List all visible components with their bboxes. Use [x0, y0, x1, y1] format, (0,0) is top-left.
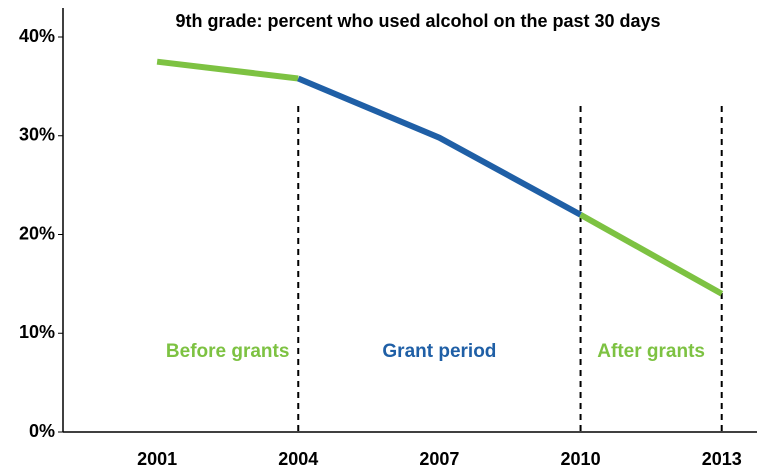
- series-line: [579, 212, 724, 297]
- y-tick-label: 20%: [19, 223, 55, 243]
- x-tick-label: 2010: [561, 449, 601, 469]
- series-line: [156, 58, 299, 82]
- period-label: After grants: [597, 341, 705, 362]
- chart-title: 9th grade: percent who used alcohol on t…: [175, 11, 660, 31]
- period-label: Grant period: [382, 341, 496, 362]
- x-tick-label: 2013: [702, 449, 742, 469]
- y-tick-label: 10%: [19, 322, 55, 342]
- series-line: [297, 75, 582, 218]
- y-tick-label: 0%: [29, 421, 55, 441]
- x-tick-label: 2001: [137, 449, 177, 469]
- y-tick-label: 30%: [19, 125, 55, 145]
- x-tick-label: 2004: [278, 449, 318, 469]
- period-label: Before grants: [166, 341, 290, 362]
- y-tick-label: 40%: [19, 26, 55, 46]
- x-tick-label: 2007: [419, 449, 459, 469]
